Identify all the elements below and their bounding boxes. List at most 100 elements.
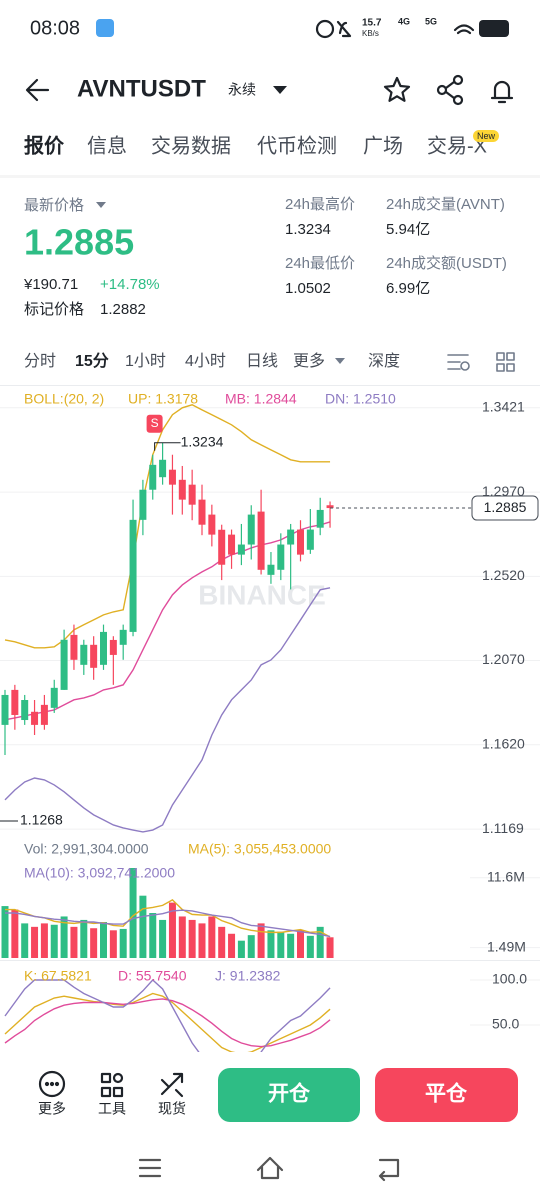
stat-label: 24h最低价 (285, 255, 355, 272)
candle-body (159, 459, 167, 478)
y-tick-label: 1.2520 (482, 567, 525, 583)
indicator-settings[interactable] (447, 354, 470, 371)
tab[interactable]: 报价 (24, 133, 65, 157)
y-tick-label: 1.3421 (482, 398, 525, 414)
new-badge-bg (473, 130, 499, 142)
stat-label: 24h成交量(AVNT) (386, 195, 505, 213)
open-button[interactable] (218, 1068, 360, 1122)
high-label: 1.3234 (181, 433, 224, 449)
candle-body (257, 511, 265, 570)
candle-body (326, 505, 334, 509)
net-type: 4G (398, 16, 410, 26)
alert-button[interactable] (490, 80, 514, 104)
boll-up-legend: UP: 1.3178 (128, 391, 198, 407)
spot-label[interactable]: 现货 (158, 1101, 186, 1117)
vol-ma5-legend: MA(5): 3,055,453.0000 (188, 841, 331, 857)
candle-body (316, 509, 324, 528)
candle-body (50, 687, 58, 708)
volume-bar (60, 916, 68, 958)
close-label[interactable]: 平仓 (425, 1082, 468, 1106)
symbol-title[interactable]: AVNTUSDT (77, 75, 206, 102)
interval-tab[interactable]: 分时 (24, 352, 56, 370)
mark-price-label: 标记价格 (24, 301, 84, 318)
volume-bar (159, 919, 167, 958)
candle-body (100, 631, 107, 665)
price-type-dropdown[interactable] (96, 202, 106, 208)
divider (0, 960, 540, 961)
volume-bar (326, 937, 334, 958)
candle-body (80, 644, 88, 665)
tab[interactable]: 交易数据 (151, 134, 231, 157)
y-tick-label: 1.1169 (482, 820, 524, 836)
candle-body (40, 704, 48, 725)
signal-badge-bg[interactable] (146, 414, 163, 433)
stat-value: 6.99亿 (386, 280, 430, 297)
more-button[interactable] (38, 1070, 66, 1098)
volume-bar (297, 930, 304, 958)
signal-badge[interactable]: S (151, 416, 159, 430)
clock: 08:08 (30, 17, 80, 39)
boll-mb (4, 521, 331, 721)
open-label[interactable]: 开仓 (268, 1082, 311, 1106)
vol-ma5 (5, 898, 331, 938)
volume-bar (306, 935, 314, 958)
interval-tab[interactable]: 15分 (75, 352, 109, 370)
boll-legend: BOLL:(20, 2) (24, 391, 104, 407)
candle-body (306, 529, 314, 550)
more-dropdown[interactable] (335, 358, 345, 364)
volume-bar (198, 923, 206, 958)
close-button[interactable] (375, 1068, 518, 1122)
nav-menu[interactable] (138, 1158, 162, 1178)
volume-bar (50, 924, 58, 958)
stat-value: 1.3234 (285, 221, 331, 238)
price-change: +14.78% (100, 276, 160, 293)
candle-body (90, 644, 98, 668)
tab[interactable]: 广场 (363, 134, 403, 157)
stat-value: 1.0502 (285, 280, 331, 297)
candle-body (297, 529, 304, 555)
mark-price: 1.2882 (100, 301, 146, 318)
tab[interactable]: 信息 (87, 134, 127, 157)
candle-body (139, 489, 147, 520)
candle-body (11, 689, 19, 715)
stat-value: 5.94亿 (386, 221, 430, 238)
stat-label: 24h最高价 (285, 196, 355, 213)
y-tick-label: 1.1620 (482, 735, 525, 751)
tab[interactable]: 代币检测 (257, 134, 337, 157)
more-label[interactable]: 更多 (38, 1101, 66, 1117)
volume-bar (40, 923, 48, 958)
layout-button[interactable] (496, 352, 515, 372)
interval-tab[interactable]: 1小时 (125, 352, 166, 370)
net-type: 5G (425, 16, 437, 26)
symbol-dropdown[interactable] (273, 86, 287, 94)
volume-bar (287, 933, 295, 958)
candle-body (247, 514, 255, 545)
interval-tab[interactable]: 日线 (246, 352, 278, 370)
interval-tab[interactable]: 4小时 (185, 352, 226, 370)
share-button[interactable] (436, 74, 464, 106)
volume-bar (119, 928, 127, 958)
volume-bar (129, 868, 137, 958)
kdj-d (4, 998, 331, 1048)
back-button[interactable] (25, 78, 50, 102)
interval-tab[interactable]: 深度 (368, 352, 400, 370)
candle-body (228, 534, 236, 555)
tools-label[interactable]: 工具 (98, 1101, 126, 1117)
volume-bar (11, 909, 19, 958)
spot-button[interactable] (160, 1072, 184, 1098)
nav-back[interactable] (378, 1158, 400, 1182)
volume-bar (267, 930, 275, 958)
mute-icon (336, 20, 352, 38)
tab[interactable]: 交易-X (427, 134, 487, 157)
kdj-k-legend: K: 67.5821 (24, 968, 92, 984)
nav-home[interactable] (256, 1156, 284, 1180)
volume-bar (149, 913, 157, 958)
net-unit: KB/s (362, 29, 379, 38)
tools-button[interactable] (100, 1072, 124, 1098)
candle-body (178, 479, 186, 500)
favorite-button[interactable] (383, 76, 411, 102)
candle-body (70, 634, 78, 660)
interval-tab[interactable]: 更多 (293, 352, 325, 370)
candle-body (287, 529, 295, 545)
